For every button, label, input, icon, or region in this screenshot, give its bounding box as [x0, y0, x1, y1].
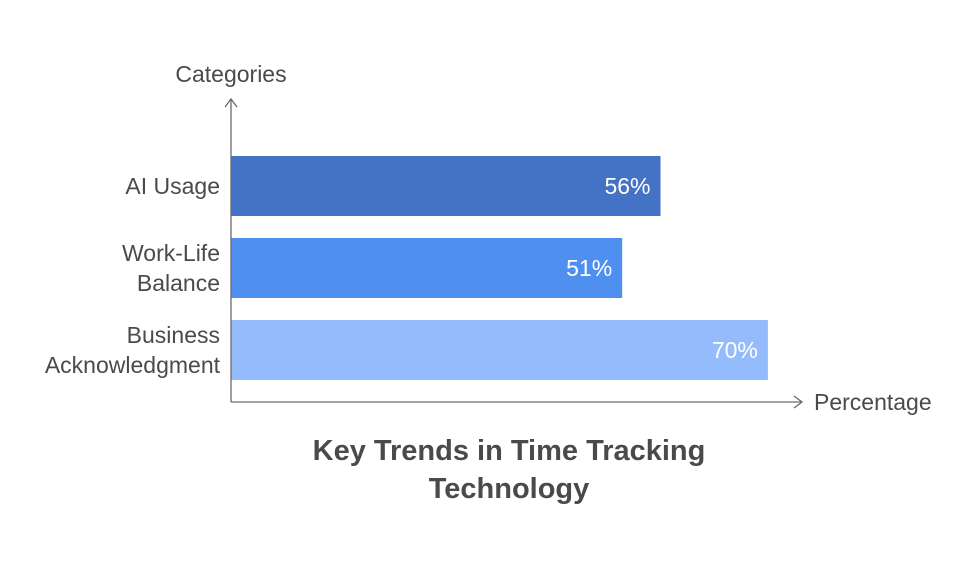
category-label-2-line-0: Business — [127, 322, 220, 348]
y-axis-arrow-icon — [224, 97, 238, 108]
category-label-1-line-0: Work-Life — [122, 240, 220, 266]
chart-title-line-1: Key Trends in Time Tracking — [313, 435, 706, 467]
bar-1 — [231, 238, 623, 298]
bar-2 — [231, 320, 768, 380]
chart-title-line-2: Technology — [429, 473, 590, 505]
bars-group: 56% 51% 70% — [231, 156, 768, 380]
bar-value-label-1: 51% — [566, 255, 612, 281]
category-label-0-line-0: AI Usage — [125, 173, 220, 199]
x-axis-label: Percentage — [814, 389, 932, 415]
x-axis-arrow-icon — [793, 395, 804, 409]
y-axis-label: Categories — [175, 61, 286, 87]
category-label-2-line-1: Acknowledgment — [45, 352, 221, 378]
category-label-1-line-1: Balance — [137, 270, 220, 296]
bar-0 — [231, 156, 661, 216]
bar-value-label-2: 70% — [712, 337, 758, 363]
bar-value-label-0: 56% — [604, 173, 650, 199]
category-labels-group: AI Usage Work-Life Balance Business Acknowle… — [45, 173, 221, 378]
